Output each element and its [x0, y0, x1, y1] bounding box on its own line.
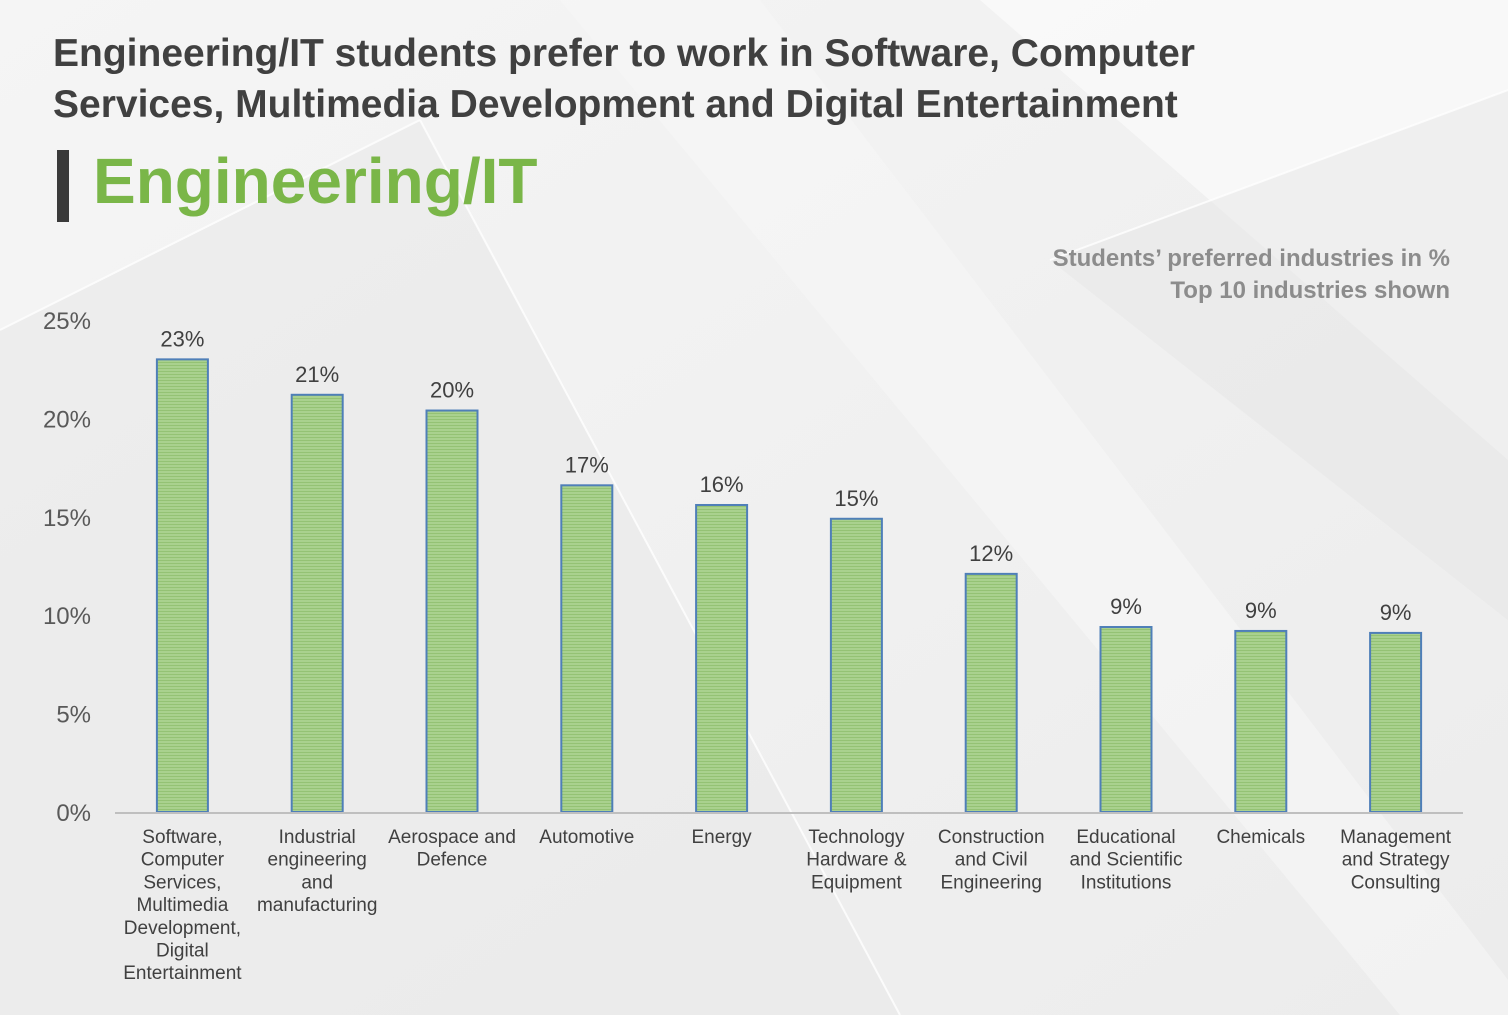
title-line-1: Engineering/IT students prefer to work i… — [53, 32, 1195, 75]
section-heading: Engineering/IT — [93, 145, 538, 217]
x-tick-label: Educational and Scientific Institutions — [1069, 827, 1182, 893]
bar — [829, 517, 883, 813]
data-label: 21% — [295, 362, 339, 387]
x-tick-label: Software, Computer Services, Multimedia Deve… — [123, 827, 242, 984]
bar — [1369, 631, 1423, 813]
y-tick-label: 0% — [56, 800, 91, 827]
subtitle-line-2: Top 10 industries shown — [1170, 277, 1450, 304]
data-label: 17% — [565, 452, 609, 477]
title-line-2: Services, Multimedia Development and Dig… — [53, 83, 1178, 126]
x-tick-label: Energy — [691, 827, 752, 848]
x-tick-label: Technology Hardware & Equipment — [806, 827, 907, 893]
x-tick-label: Management and Strategy Consulting — [1340, 827, 1452, 893]
data-label: 9% — [1110, 594, 1142, 619]
bar — [425, 409, 479, 813]
section-accent-bar — [57, 150, 69, 222]
data-label: 15% — [834, 486, 878, 511]
bar — [290, 393, 344, 813]
chart-subtitle: Students’ preferred industries in % Top … — [1053, 243, 1450, 307]
x-tick-label: Chemicals — [1216, 827, 1305, 848]
bar — [964, 572, 1018, 814]
bar — [1099, 626, 1153, 813]
data-label: 16% — [700, 472, 744, 497]
bar — [695, 503, 749, 813]
bar — [560, 484, 614, 813]
data-label: 12% — [969, 541, 1013, 566]
bar — [155, 358, 209, 813]
x-tick-label: Industrial engineering and manufacturing — [257, 827, 377, 916]
page-title: Engineering/IT students prefer to work i… — [53, 28, 1453, 130]
data-label: 23% — [160, 326, 204, 351]
x-tick-label: Automotive — [539, 827, 634, 848]
y-tick-label: 15% — [43, 505, 91, 532]
data-label: 9% — [1245, 598, 1277, 623]
data-label: 9% — [1380, 600, 1412, 625]
y-tick-label: 20% — [43, 406, 91, 433]
bar — [1234, 629, 1288, 813]
y-tick-label: 5% — [56, 702, 91, 729]
x-axis-tick-labels: Software, Computer Services, Multimedia Deve… — [123, 827, 1452, 984]
data-labels: 23% 21% 20% 17% 16% 15% 12% 9% 9% 9% — [160, 326, 1411, 625]
y-tick-label: 25% — [43, 308, 91, 335]
x-tick-label: Construction and Civil Engineering — [938, 827, 1045, 893]
data-label: 20% — [430, 378, 474, 403]
bar-series — [155, 358, 1423, 814]
subtitle-line-1: Students’ preferred industries in % — [1052, 245, 1450, 272]
x-tick-label: Aerospace and Defence — [388, 827, 516, 871]
y-tick-label: 10% — [43, 603, 91, 630]
y-axis-tick-labels: 0% 5% 10% 15% 20% 25% — [43, 308, 91, 827]
